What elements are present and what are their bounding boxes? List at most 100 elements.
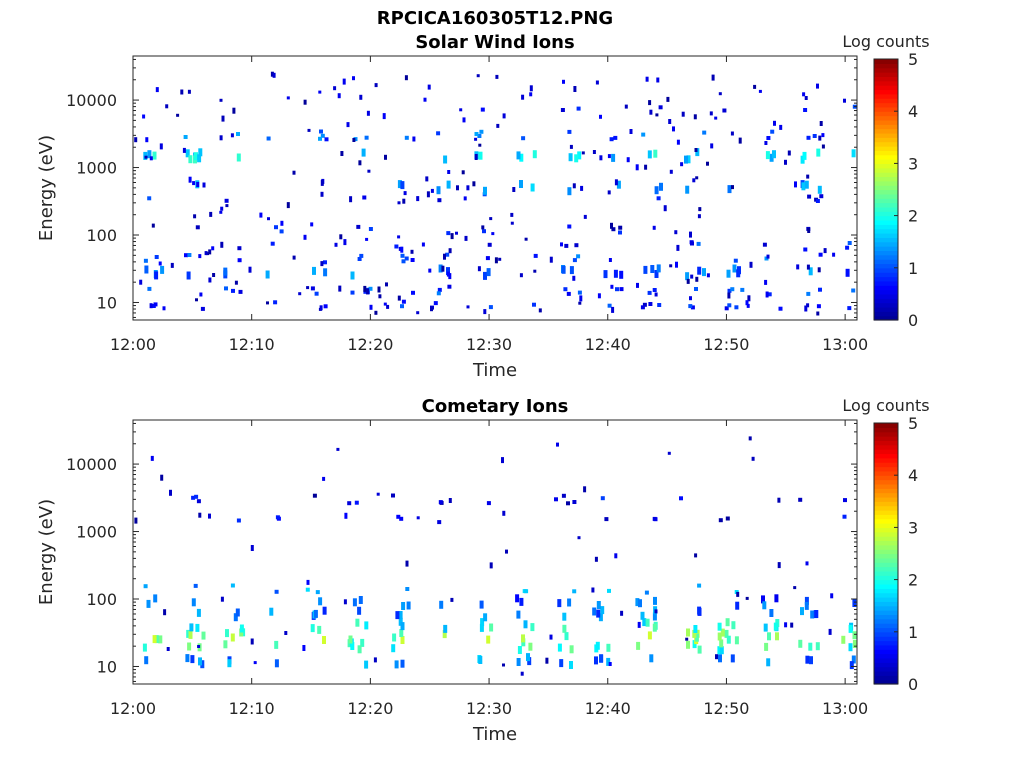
heatmap-cell xyxy=(830,593,834,599)
heatmap-cell xyxy=(672,126,675,132)
heatmap-cell xyxy=(323,304,328,309)
heatmap-cell xyxy=(237,246,242,251)
colorbar-segment xyxy=(874,146,898,151)
heatmap-cell xyxy=(638,599,642,608)
heatmap-cell xyxy=(611,227,616,232)
heatmap-cell xyxy=(577,536,581,540)
heatmap-cell xyxy=(719,646,724,655)
heatmap-cell xyxy=(142,114,146,119)
heatmap-cell xyxy=(479,600,484,609)
colorbar-segment xyxy=(874,276,898,282)
heatmap-cell xyxy=(198,512,202,518)
heatmap-cell xyxy=(538,308,542,313)
heatmap-cell xyxy=(143,584,148,589)
heatmap-cell xyxy=(564,632,569,641)
heatmap-cell xyxy=(461,170,465,175)
heatmap-cell xyxy=(848,643,853,652)
heatmap-cell xyxy=(456,185,459,191)
heatmap-cell xyxy=(668,119,672,124)
heatmap-cell xyxy=(198,254,202,259)
heatmap-cell xyxy=(647,290,652,295)
heatmap-cell xyxy=(505,549,508,554)
heatmap-cell xyxy=(489,562,493,569)
heatmap-cell xyxy=(274,659,279,668)
colorbar-segment xyxy=(874,233,898,238)
colorbar: 0 1 2 3 4 5 xyxy=(873,414,918,694)
heatmap-cell xyxy=(524,237,528,241)
heatmap-cell xyxy=(482,229,486,234)
heatmap-cell xyxy=(762,242,767,247)
heatmap-cell xyxy=(595,80,599,85)
heatmap-cell xyxy=(487,242,492,247)
heatmap-cell xyxy=(185,149,190,158)
heatmap-cell xyxy=(350,642,355,650)
colorbar-segment xyxy=(874,246,898,251)
heatmap-cell xyxy=(669,264,673,268)
heatmap-cell xyxy=(648,302,653,306)
colorbar-segment xyxy=(874,496,898,502)
heatmap-cell xyxy=(192,181,196,186)
heatmap-cell xyxy=(144,656,149,665)
heatmap-cell xyxy=(455,231,458,235)
heatmap-cell xyxy=(611,153,616,162)
heatmap-cell xyxy=(223,267,228,276)
colorbar-segment xyxy=(874,436,898,441)
heatmap-cell xyxy=(656,264,661,273)
colorbar-segment xyxy=(874,311,898,317)
y-tick-label: 1000 xyxy=(76,523,117,542)
colorbar-segment xyxy=(874,549,898,555)
heatmap-cell xyxy=(758,89,762,93)
heatmap-cell xyxy=(804,596,809,605)
heatmap-cell xyxy=(806,291,811,296)
heatmap-cell xyxy=(357,257,362,261)
x-tick-label: 12:10 xyxy=(229,699,275,718)
heatmap-cell xyxy=(212,273,216,277)
heatmap-cell xyxy=(804,180,809,189)
colorbar-segment xyxy=(874,523,898,528)
heatmap-cell xyxy=(150,455,154,461)
x-tick-label: 12:50 xyxy=(703,699,749,718)
heatmap-cell xyxy=(250,638,254,645)
heatmap-cell xyxy=(648,100,652,106)
heatmap-cell xyxy=(411,290,415,295)
heatmap-cell xyxy=(400,181,405,190)
heatmap-cell xyxy=(599,155,603,161)
colorbar-segment xyxy=(874,163,898,169)
heatmap-cell xyxy=(567,187,572,196)
colorbar-segment xyxy=(874,237,898,243)
heatmap-cell xyxy=(852,599,857,607)
heatmap-cell xyxy=(624,104,628,109)
heatmap-cell xyxy=(574,243,579,248)
heatmap-cell xyxy=(529,92,533,97)
colorbar-segment xyxy=(874,167,898,173)
heatmap-cell xyxy=(843,498,847,503)
colorbar-segment xyxy=(874,618,898,624)
colorbar-frame xyxy=(873,58,899,321)
heatmap-cell xyxy=(635,598,640,607)
heatmap-cell xyxy=(474,154,478,160)
heatmap-cell xyxy=(689,231,692,238)
heatmap-cell xyxy=(564,243,569,248)
colorbar: 0 1 2 3 4 5 xyxy=(873,50,918,330)
colorbar-segment xyxy=(874,154,898,160)
heatmap-cell xyxy=(446,271,450,277)
colorbar-segment xyxy=(874,649,898,655)
heatmap-cell xyxy=(761,595,765,604)
heatmap-cell xyxy=(488,305,493,310)
x-tick-label: 12:00 xyxy=(110,699,156,718)
colorbar-segment xyxy=(874,119,898,125)
colorbar-segment xyxy=(874,653,898,659)
heatmap-cell xyxy=(607,303,612,308)
heatmap-cell xyxy=(195,623,200,632)
heatmap-cell xyxy=(478,656,483,664)
heatmap-cell xyxy=(767,632,771,641)
heatmap-cell xyxy=(310,222,314,227)
heatmap-cell xyxy=(480,618,485,627)
heatmap-cell xyxy=(577,151,582,160)
colorbar-segment xyxy=(874,592,898,598)
heatmap-cell xyxy=(462,117,466,123)
colorbar-segment xyxy=(874,614,898,620)
heatmap-cell xyxy=(436,291,441,296)
heatmap-cell xyxy=(485,256,490,261)
heatmap-cell xyxy=(685,185,690,194)
